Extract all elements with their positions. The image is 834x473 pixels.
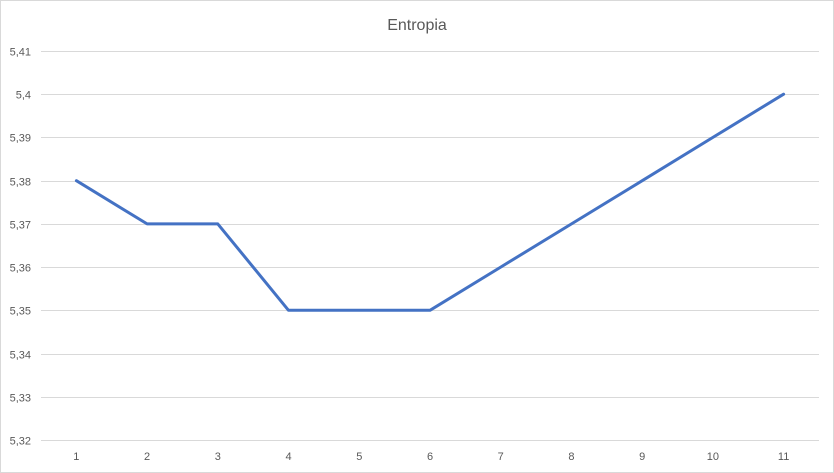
x-tick-label: 7 (498, 451, 504, 463)
x-tick-label: 1 (73, 451, 79, 463)
y-tick-label: 5,35 (10, 306, 31, 318)
chart-title: Entropia (387, 17, 447, 34)
x-tick-label: 11 (778, 451, 789, 463)
y-tick-label: 5,39 (10, 133, 31, 145)
x-tick-label: 10 (707, 451, 719, 463)
x-axis-ticks: 1 2 3 4 5 6 7 8 9 10 11 (73, 451, 789, 463)
x-tick-label: 5 (356, 451, 362, 463)
x-tick-label: 3 (215, 451, 221, 463)
x-tick-label: 9 (639, 451, 645, 463)
y-tick-label: 5,32 (10, 436, 31, 448)
y-tick-label: 5,38 (10, 177, 31, 189)
y-tick-label: 5,37 (10, 220, 31, 232)
y-tick-label: 5,4 (16, 90, 31, 102)
x-tick-label: 4 (285, 451, 291, 463)
y-axis-ticks: 5,32 5,33 5,34 5,35 5,36 5,37 5,38 5,39 5,4 5,41 (10, 47, 31, 448)
y-tick-label: 5,41 (10, 47, 31, 59)
series-layer (76, 94, 783, 310)
x-tick-label: 6 (427, 451, 433, 463)
series-line (76, 94, 783, 310)
x-tick-label: 8 (568, 451, 574, 463)
y-tick-label: 5,33 (10, 393, 31, 405)
gridlines (41, 52, 819, 441)
x-tick-label: 2 (144, 451, 150, 463)
y-tick-label: 5,36 (10, 263, 31, 275)
y-tick-label: 5,34 (10, 350, 31, 362)
